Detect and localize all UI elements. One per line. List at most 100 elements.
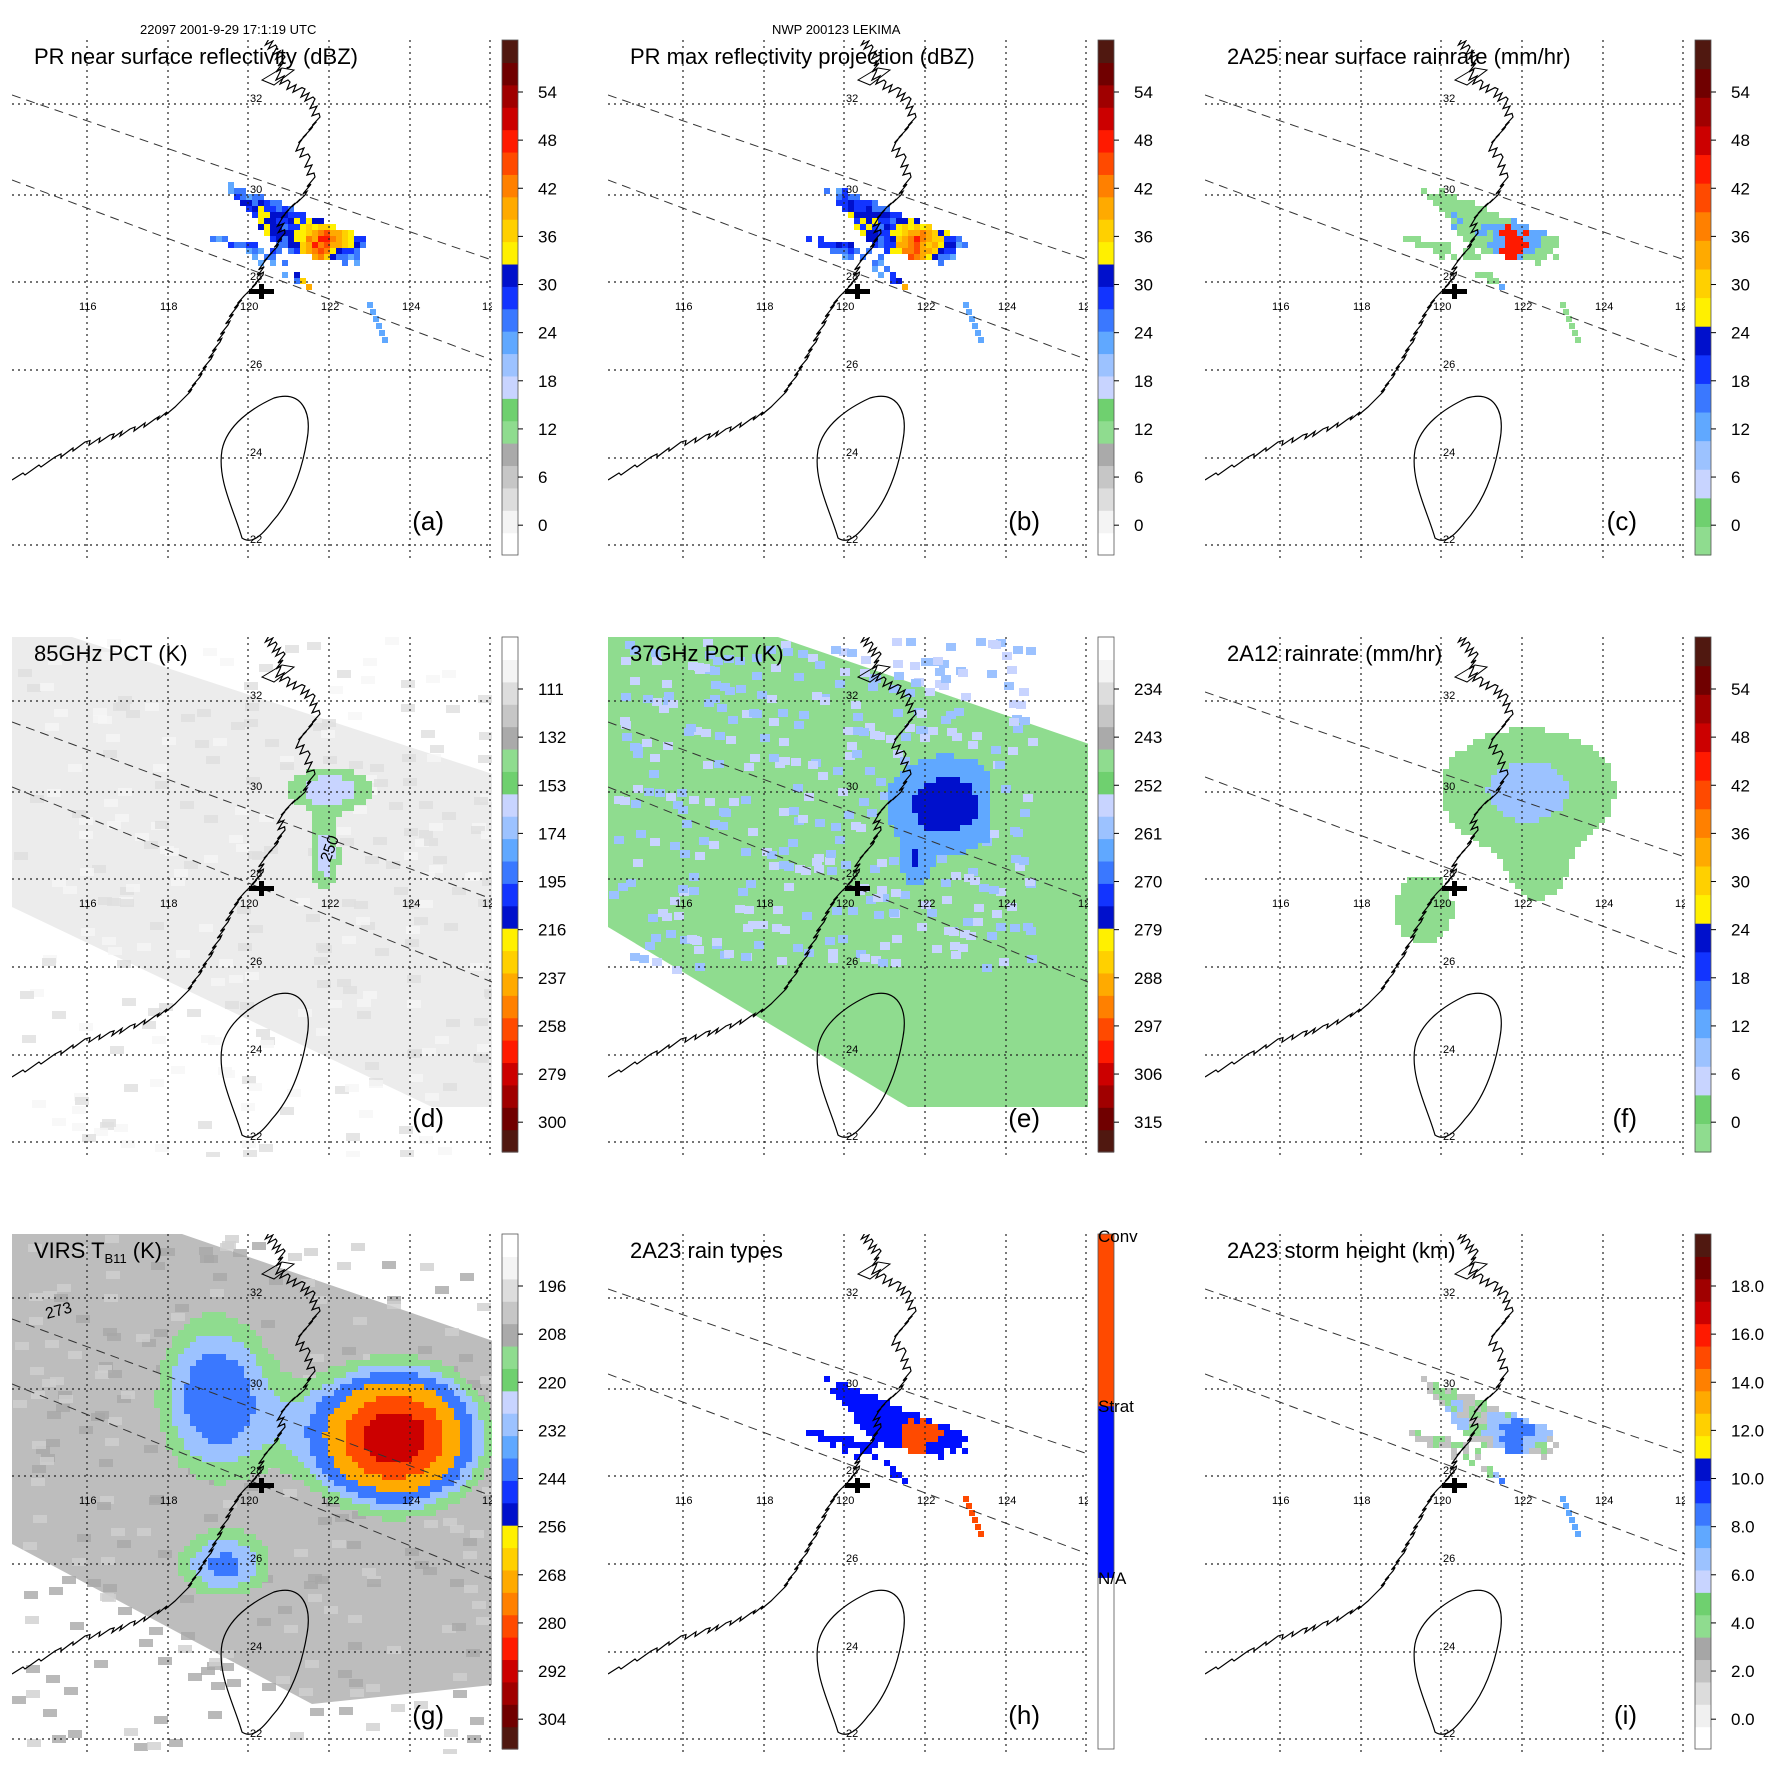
data-pixel: [1551, 817, 1557, 823]
data-pixel: [1491, 745, 1497, 751]
data-pixel: [920, 248, 926, 254]
data-pixel: [300, 230, 306, 236]
data-pixel: [364, 1384, 370, 1390]
data-pixel: [1485, 793, 1491, 799]
data-pixel: [346, 1408, 352, 1414]
data-pixel: [1469, 218, 1475, 224]
data-pixel: [936, 765, 942, 771]
swath-pixel: [188, 1673, 202, 1681]
data-pixel: [1475, 1412, 1481, 1418]
data-pixel: [926, 236, 932, 242]
lat-label: 30: [250, 184, 262, 196]
data-pixel: [430, 1384, 436, 1390]
swath-pixel: [261, 1320, 275, 1328]
data-pixel: [442, 1384, 448, 1390]
data-pixel: [914, 236, 920, 242]
swath-pixel: [1028, 738, 1038, 746]
colorbar-segment: [1098, 532, 1114, 556]
data-pixel: [196, 1348, 202, 1354]
swath-pixel: [43, 1709, 57, 1717]
data-pixel: [382, 337, 388, 343]
data-pixel: [370, 1366, 376, 1372]
data-pixel: [1515, 841, 1521, 847]
colorbar-segment: [1695, 1502, 1711, 1526]
data-pixel: [484, 1462, 490, 1468]
data-pixel: [370, 1438, 376, 1444]
data-pixel: [232, 1474, 238, 1480]
data-pixel: [830, 1388, 836, 1394]
data-pixel: [238, 1324, 244, 1330]
data-pixel: [448, 1492, 454, 1498]
data-pixel: [294, 218, 300, 224]
data-pixel: [918, 759, 924, 765]
data-pixel: [978, 837, 984, 843]
swath-pixel: [137, 943, 151, 951]
data-pixel: [942, 777, 948, 783]
data-pixel: [400, 1510, 406, 1516]
data-pixel: [1509, 859, 1515, 865]
data-pixel: [282, 242, 288, 248]
data-pixel: [1605, 763, 1611, 769]
data-pixel: [382, 1486, 388, 1492]
storm-center-marker: [1442, 1478, 1467, 1493]
data-pixel: [318, 841, 324, 847]
data-pixel: [854, 1388, 860, 1394]
data-pixel: [310, 1456, 316, 1462]
data-pixel: [1469, 1418, 1475, 1424]
swath-pixel: [147, 1742, 161, 1750]
data-pixel: [354, 254, 360, 260]
swath-pixel: [1026, 927, 1036, 935]
data-pixel: [328, 1366, 334, 1372]
data-pixel: [942, 837, 948, 843]
data-pixel: [1479, 841, 1485, 847]
data-pixel: [960, 795, 966, 801]
swath-pixel: [701, 729, 711, 737]
data-pixel: [1437, 883, 1443, 889]
swath-pixel: [470, 1717, 484, 1725]
data-pixel: [250, 1396, 256, 1402]
swath-pixel: [937, 855, 947, 863]
data-pixel: [376, 1462, 382, 1468]
data-pixel: [1469, 242, 1475, 248]
data-pixel: [938, 248, 944, 254]
data-pixel: [184, 1570, 190, 1576]
data-pixel: [220, 1588, 226, 1594]
data-pixel: [382, 1468, 388, 1474]
data-pixel: [256, 1366, 262, 1372]
colorbar-segment: [502, 883, 518, 907]
data-pixel: [1487, 1436, 1493, 1442]
data-pixel: [1497, 763, 1503, 769]
data-pixel: [294, 242, 300, 248]
data-pixel: [316, 1426, 322, 1432]
colorbar-label: 2.0: [1731, 1662, 1755, 1681]
data-pixel: [304, 1426, 310, 1432]
data-pixel: [336, 236, 342, 242]
data-pixel: [1539, 817, 1545, 823]
data-pixel: [336, 242, 342, 248]
colorbar-label: 36: [1731, 227, 1750, 246]
data-pixel: [1427, 194, 1433, 200]
swath-pixel: [942, 896, 952, 904]
data-pixel: [220, 1378, 226, 1384]
swath-pixel: [828, 955, 838, 963]
data-pixel: [1581, 799, 1587, 805]
data-pixel: [232, 1360, 238, 1366]
data-pixel: [208, 1342, 214, 1348]
data-pixel: [1521, 811, 1527, 817]
data-pixel: [1539, 847, 1545, 853]
data-pixel: [848, 254, 854, 260]
data-pixel: [1509, 775, 1515, 781]
colorbar-segment: [1098, 838, 1114, 862]
data-pixel: [1553, 1442, 1559, 1448]
data-pixel: [1593, 811, 1599, 817]
data-pixel: [1493, 1418, 1499, 1424]
colorbar-label: 54: [1731, 83, 1750, 102]
data-pixel: [316, 1486, 322, 1492]
data-pixel: [364, 1498, 370, 1504]
data-pixel: [388, 1378, 394, 1384]
data-pixel: [854, 1412, 860, 1418]
data-pixel: [1523, 230, 1529, 236]
data-pixel: [400, 1498, 406, 1504]
swath-edge: [12, 1318, 492, 1497]
